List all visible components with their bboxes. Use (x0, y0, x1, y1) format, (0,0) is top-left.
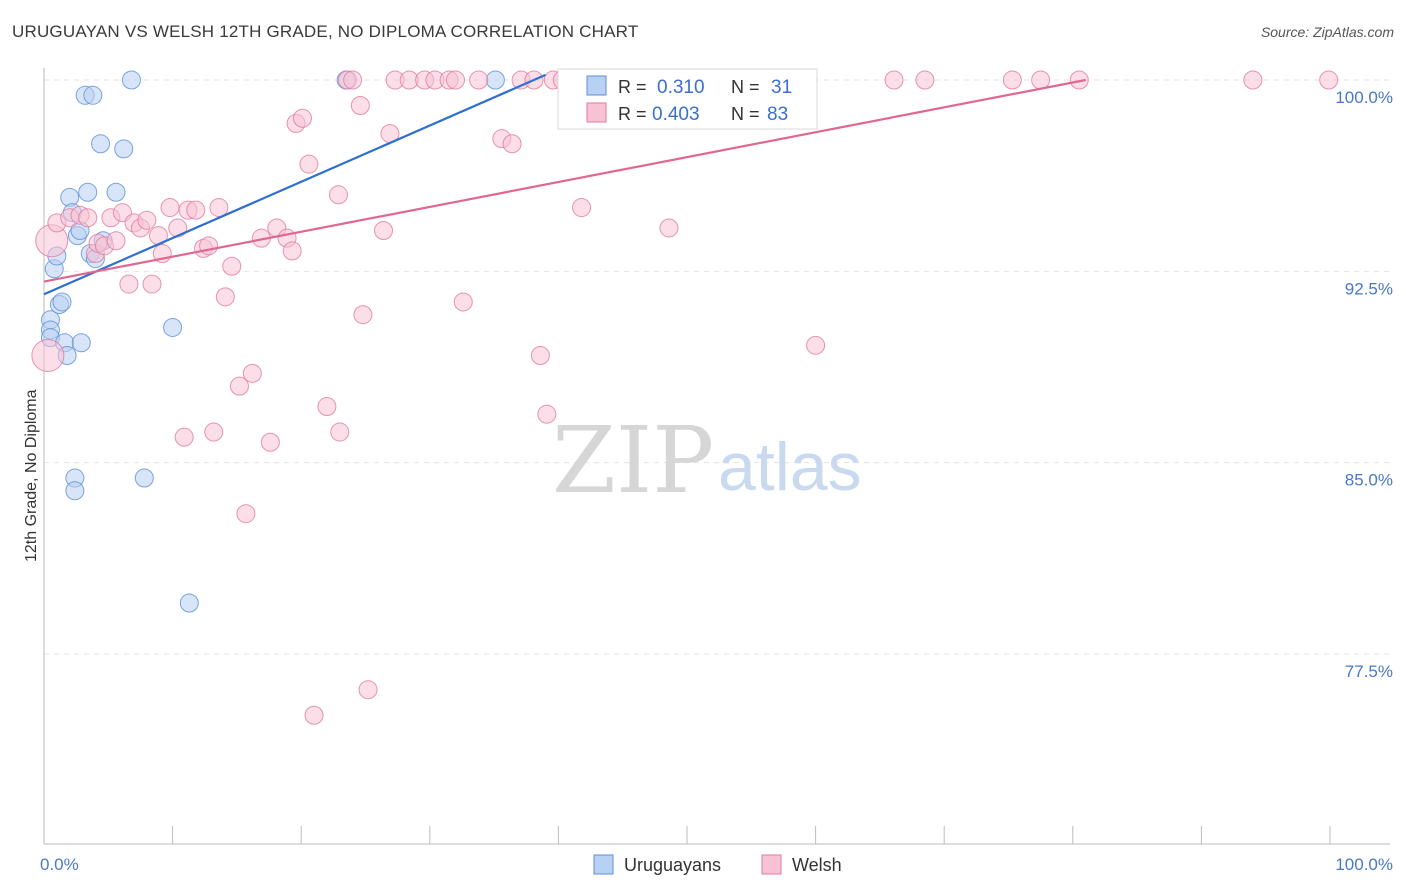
point-welsh-0 (31, 339, 65, 373)
point-welsh-29 (222, 256, 242, 276)
point-uruguayans-15 (71, 333, 91, 353)
point-welsh-49 (358, 680, 378, 700)
chart-source: Source: ZipAtlas.com (1260, 24, 1394, 40)
point-welsh-28 (215, 287, 235, 307)
bottom-legend-swatch-uruguayans (593, 854, 614, 875)
point-uruguayans-12 (65, 481, 85, 501)
watermark-zip: ZIP (552, 407, 714, 514)
point-welsh-81 (1243, 70, 1263, 90)
legend-n-value-uruguayans: 31 (771, 77, 792, 98)
point-welsh-19 (160, 198, 180, 218)
point-welsh-69 (572, 198, 592, 218)
point-welsh-5 (78, 208, 98, 228)
point-welsh-82 (1319, 70, 1339, 90)
point-welsh-75 (806, 335, 826, 355)
point-welsh-47 (350, 96, 370, 116)
x-tick-labels: 0.0% 100.0% (40, 855, 1393, 874)
point-welsh-65 (537, 404, 557, 424)
point-welsh-31 (236, 504, 256, 524)
x-tick-label-0: 0.0% (40, 855, 79, 874)
legend-r-value-welsh: 0.403 (652, 104, 700, 125)
point-uruguayans-23 (106, 182, 126, 202)
point-welsh-79 (1031, 70, 1051, 90)
point-welsh-12 (119, 274, 139, 294)
watermark-atlas: atlas (718, 429, 862, 505)
point-uruguayans-25 (121, 70, 141, 90)
y-tick-label-3: 77.5% (1345, 662, 1393, 681)
point-welsh-16 (142, 274, 162, 294)
point-uruguayans-24 (114, 139, 134, 159)
axes (43, 68, 1390, 845)
y-tick-label-2: 85.0% (1345, 471, 1393, 490)
x-tick-label-1: 100.0% (1335, 855, 1393, 874)
point-welsh-30 (229, 376, 249, 396)
point-welsh-34 (260, 432, 280, 452)
point-uruguayans-26 (134, 468, 154, 488)
point-uruguayans-28 (179, 593, 199, 613)
legend-swatch-uruguayans (586, 75, 607, 96)
point-welsh-26 (204, 422, 224, 442)
legend-r-label-uruguayans: R = (618, 77, 647, 97)
point-uruguayans-17 (78, 182, 98, 202)
trendline-welsh (43, 78, 1086, 283)
point-welsh-58 (453, 292, 473, 312)
legend-n-label-uruguayans: N = (731, 77, 760, 97)
point-welsh-37 (282, 241, 302, 261)
point-welsh-25 (199, 236, 219, 256)
legend-r-label-welsh: R = (618, 104, 647, 124)
bottom-legend-swatch-welsh (761, 854, 782, 875)
point-welsh-59 (469, 70, 489, 90)
data-points (31, 70, 1339, 725)
point-welsh-50 (374, 221, 394, 241)
point-welsh-76 (884, 70, 904, 90)
point-welsh-80 (1069, 70, 1089, 90)
point-welsh-73 (659, 218, 679, 238)
point-welsh-43 (328, 185, 348, 205)
point-welsh-64 (530, 346, 550, 366)
trend-lines (43, 73, 1086, 296)
point-welsh-44 (330, 422, 350, 442)
point-welsh-77 (915, 70, 935, 90)
point-welsh-46 (343, 70, 363, 90)
watermark: ZIP atlas (552, 407, 862, 514)
legend-r-value-uruguayans: 0.310 (657, 77, 705, 98)
legend-n-label-welsh: N = (731, 104, 760, 124)
point-welsh-27 (209, 198, 229, 218)
point-welsh-10 (106, 231, 126, 251)
bottom-legend: Uruguayans Welsh (593, 854, 842, 875)
bottom-legend-label-uruguayans: Uruguayans (624, 855, 721, 875)
point-welsh-21 (174, 427, 194, 447)
point-welsh-39 (292, 108, 312, 128)
legend-n-value-welsh: 83 (767, 104, 788, 125)
y-tick-label-0: 100.0% (1335, 88, 1393, 107)
point-uruguayans-19 (83, 85, 103, 105)
point-uruguayans-6 (52, 292, 72, 312)
point-welsh-20 (168, 218, 188, 238)
point-welsh-40 (299, 154, 319, 174)
point-uruguayans-30 (485, 70, 505, 90)
chart-title: URUGUAYAN VS WELSH 12TH GRADE, NO DIPLOM… (12, 22, 639, 41)
point-welsh-61 (502, 134, 522, 154)
bottom-legend-label-welsh: Welsh (792, 855, 842, 875)
y-axis-label: 12th Grade, No Diploma (23, 389, 40, 562)
legend-swatch-welsh (586, 102, 607, 123)
point-uruguayans-21 (91, 134, 111, 154)
point-welsh-57 (446, 70, 466, 90)
trendline-uruguayans (43, 73, 546, 296)
point-welsh-32 (242, 363, 262, 383)
point-uruguayans-27 (163, 317, 183, 337)
point-welsh-23 (186, 200, 206, 220)
legend-box: R = 0.310 N = 31 R = 0.403 N = 83 (557, 68, 818, 130)
point-welsh-78 (1002, 70, 1022, 90)
point-welsh-15 (137, 210, 157, 230)
y-tick-labels: 100.0% 92.5% 85.0% 77.5% (1335, 88, 1393, 681)
point-welsh-42 (317, 397, 337, 417)
point-welsh-48 (353, 305, 373, 325)
point-welsh-41 (304, 705, 324, 725)
y-tick-label-1: 92.5% (1345, 279, 1393, 298)
